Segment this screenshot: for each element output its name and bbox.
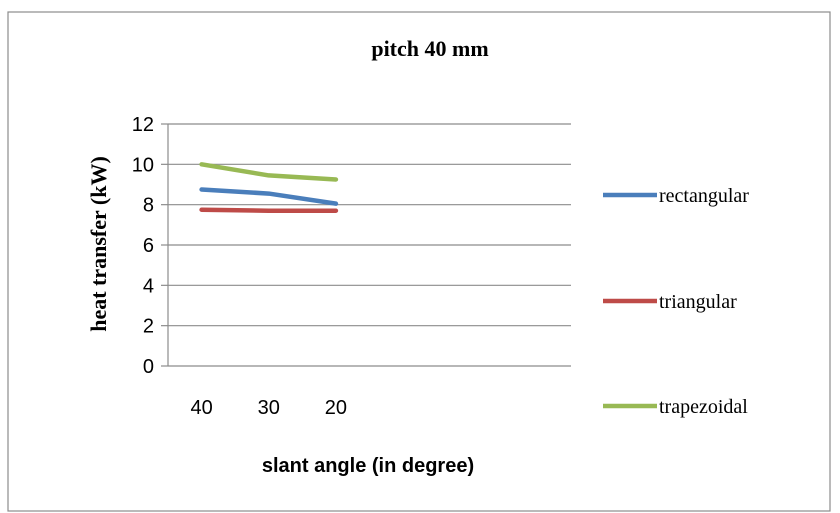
- y-tick-label: 2: [143, 316, 154, 338]
- legend-label-rectangular: rectangular: [659, 185, 749, 207]
- x-tick-label: 20: [325, 397, 347, 419]
- y-tick-label: 4: [143, 275, 154, 297]
- y-tick-label: 10: [132, 154, 154, 176]
- y-axis-label: heat transfer (kW): [86, 156, 111, 332]
- gridlines: [161, 123, 571, 367]
- x-tick-label: 30: [258, 397, 280, 419]
- x-tick-labels: 40 30 20: [190, 397, 347, 419]
- legend-label-trapezoidal: trapezoidal: [659, 396, 748, 418]
- series-lines: [199, 162, 339, 213]
- y-tick-labels: 0 2 4 6 8 10 12: [132, 114, 154, 378]
- chart-border: [7, 11, 831, 512]
- legend: rectangular triangular trapezoidal: [603, 185, 749, 418]
- y-tick-label: 6: [143, 235, 154, 257]
- chart-title: pitch 40 mm: [371, 36, 488, 61]
- legend-label-triangular: triangular: [659, 291, 737, 313]
- y-tick-label: 12: [132, 114, 154, 136]
- series-line-triangular: [199, 207, 339, 213]
- x-axis-label: slant angle (in degree): [262, 455, 474, 477]
- y-tick-label: 0: [143, 356, 154, 378]
- x-tick-label: 40: [190, 397, 212, 419]
- series-line-rectangular: [199, 187, 339, 206]
- y-tick-label: 8: [143, 195, 154, 217]
- series-line-trapezoidal: [199, 162, 339, 182]
